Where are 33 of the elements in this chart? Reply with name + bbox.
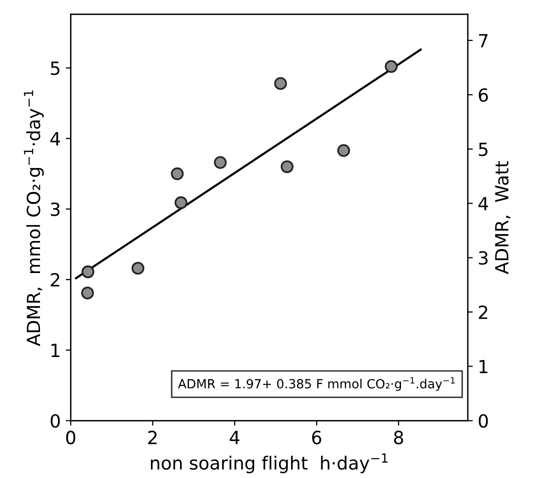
- x-axis-title: non soaring flight h·day$^{−1}$: [150, 453, 388, 474]
- x-tick-label: 4: [230, 430, 240, 444]
- y2-tick-label: 7: [479, 34, 488, 48]
- x-tick-label: 6: [312, 430, 322, 444]
- y-tick-label: 2: [50, 273, 60, 286]
- y2-tick-label: 4: [478, 197, 488, 210]
- x-tick-label: 8: [394, 430, 404, 444]
- point: [384, 60, 398, 73]
- y2-tick-label: 1: [480, 360, 488, 374]
- y-tick-label: 0: [50, 414, 60, 428]
- y2-tick-label: 5: [478, 142, 488, 156]
- y-axis-title: ADMR, mmol CO₂·g$^{−1}$·day$^{−1}$: [24, 90, 44, 346]
- y-tick-label: 3: [50, 202, 60, 216]
- point: [214, 156, 227, 169]
- point: [81, 286, 94, 300]
- y2-tick-label: 6: [478, 88, 488, 102]
- x-tick-label: 2: [148, 430, 157, 444]
- point: [174, 196, 188, 210]
- x-tick-label: 0: [66, 430, 76, 444]
- y2-tick-label: 0: [478, 414, 488, 428]
- y2-axis-title: ADMR, Watt: [495, 161, 510, 274]
- y2-tick-label: 2: [478, 305, 488, 319]
- point: [82, 265, 94, 278]
- point: [132, 262, 144, 275]
- y-tick-label: 1: [51, 344, 60, 357]
- point: [170, 167, 184, 180]
- point: [280, 160, 294, 174]
- y-tick-label: 4: [50, 132, 60, 146]
- annotation: ADMR = 1.97+ 0.385 F mmol CO₂·g$^{−1}$.day$^{−1}$: [178, 377, 455, 391]
- point: [337, 144, 350, 157]
- y-tick-label: 5: [50, 62, 60, 76]
- point: [274, 77, 287, 90]
- y2-tick-label: 3: [478, 251, 488, 265]
